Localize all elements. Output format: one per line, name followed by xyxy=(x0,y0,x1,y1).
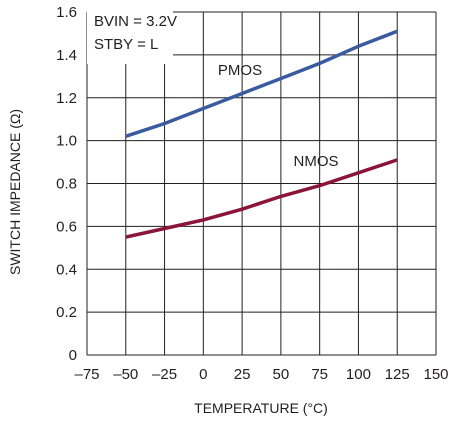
x-tick-label: 150 xyxy=(423,366,448,383)
condition-bvin: BVIN = 3.2V xyxy=(94,13,177,30)
conditions-box xyxy=(87,8,173,64)
condition-stby: STBY = L xyxy=(94,36,158,53)
series-line-pmos xyxy=(125,29,398,138)
y-tick-label: 0.2 xyxy=(56,304,77,321)
x-tick-label: 25 xyxy=(234,366,251,383)
y-tick-label: 0 xyxy=(69,347,77,364)
y-tick-label: 0.4 xyxy=(56,261,77,278)
x-tick-label: 50 xyxy=(273,366,290,383)
x-tick-label: 125 xyxy=(385,366,410,383)
x-tick-label: 100 xyxy=(346,366,371,383)
y-tick-label: 1.0 xyxy=(56,133,77,150)
y-tick-label: 1.2 xyxy=(56,90,77,107)
series-label-pmos: PMOS xyxy=(218,62,262,79)
y-tick-label: 0.8 xyxy=(56,176,77,193)
series-label-nmos: NMOS xyxy=(294,153,339,170)
x-tick-label: –25 xyxy=(152,366,177,383)
x-tick-label: –50 xyxy=(113,366,138,383)
series-line-nmos xyxy=(125,158,398,239)
x-tick-label: 0 xyxy=(199,366,207,383)
x-axis-title: TEMPERATURE (°C) xyxy=(194,400,328,416)
x-tick-label: –75 xyxy=(74,366,99,383)
y-tick-label: 0.6 xyxy=(56,218,77,235)
x-tick-label: 75 xyxy=(311,366,328,383)
y-tick-label: 1.4 xyxy=(56,47,77,64)
y-tick-label: 1.6 xyxy=(56,4,77,21)
y-axis-title: SWITCH IMPEDANCE (Ω) xyxy=(7,109,23,275)
